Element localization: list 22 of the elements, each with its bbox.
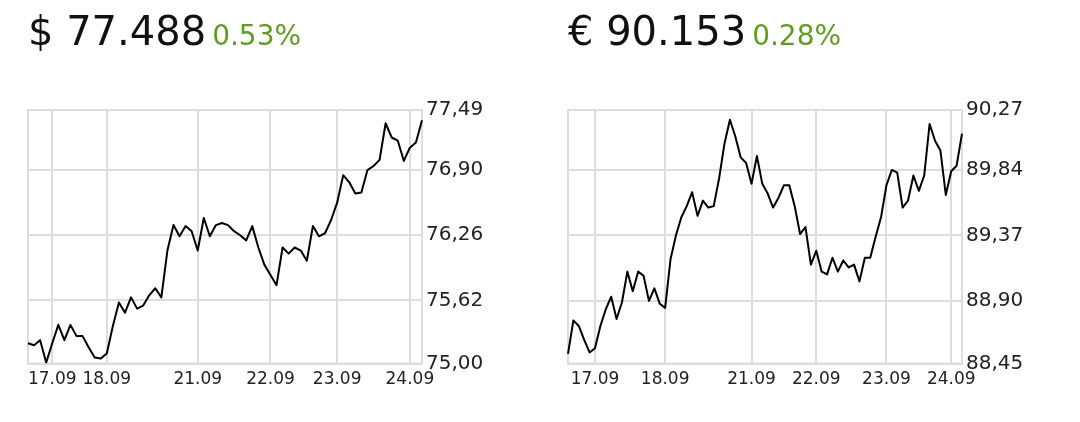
chart-title: $ 77.488 xyxy=(28,8,207,54)
y-tick-label: 88,90 xyxy=(966,287,1024,312)
y-tick-label: 76,90 xyxy=(426,156,484,181)
y-tick-label: 77,49 xyxy=(426,96,484,121)
x-tick-label: 22.09 xyxy=(246,368,295,389)
x-tick-label: 17.09 xyxy=(570,368,620,389)
chart-subtitle: 0.53% xyxy=(212,19,302,52)
x-tick-label: 17.09 xyxy=(27,368,77,389)
y-tick-label: 89,84 xyxy=(966,156,1024,181)
y-tick-label: 89,37 xyxy=(966,221,1024,246)
y-tick-label: 75,62 xyxy=(426,286,484,311)
x-tick-label: 18.09 xyxy=(640,368,690,389)
chart-title: € 90.153 xyxy=(568,8,747,54)
x-tick-label: 21.09 xyxy=(173,368,223,389)
y-tick-label: 76,26 xyxy=(426,221,484,246)
x-tick-label: 22.09 xyxy=(791,368,841,389)
y-tick-label: 90,27 xyxy=(966,96,1024,121)
x-tick-label: 18.09 xyxy=(82,368,132,389)
x-tick-label: 21.09 xyxy=(727,368,776,389)
chart-subtitle: 0.28% xyxy=(752,19,842,52)
x-tick-label: 23.09 xyxy=(312,368,362,389)
x-tick-label: 23.09 xyxy=(862,368,911,389)
